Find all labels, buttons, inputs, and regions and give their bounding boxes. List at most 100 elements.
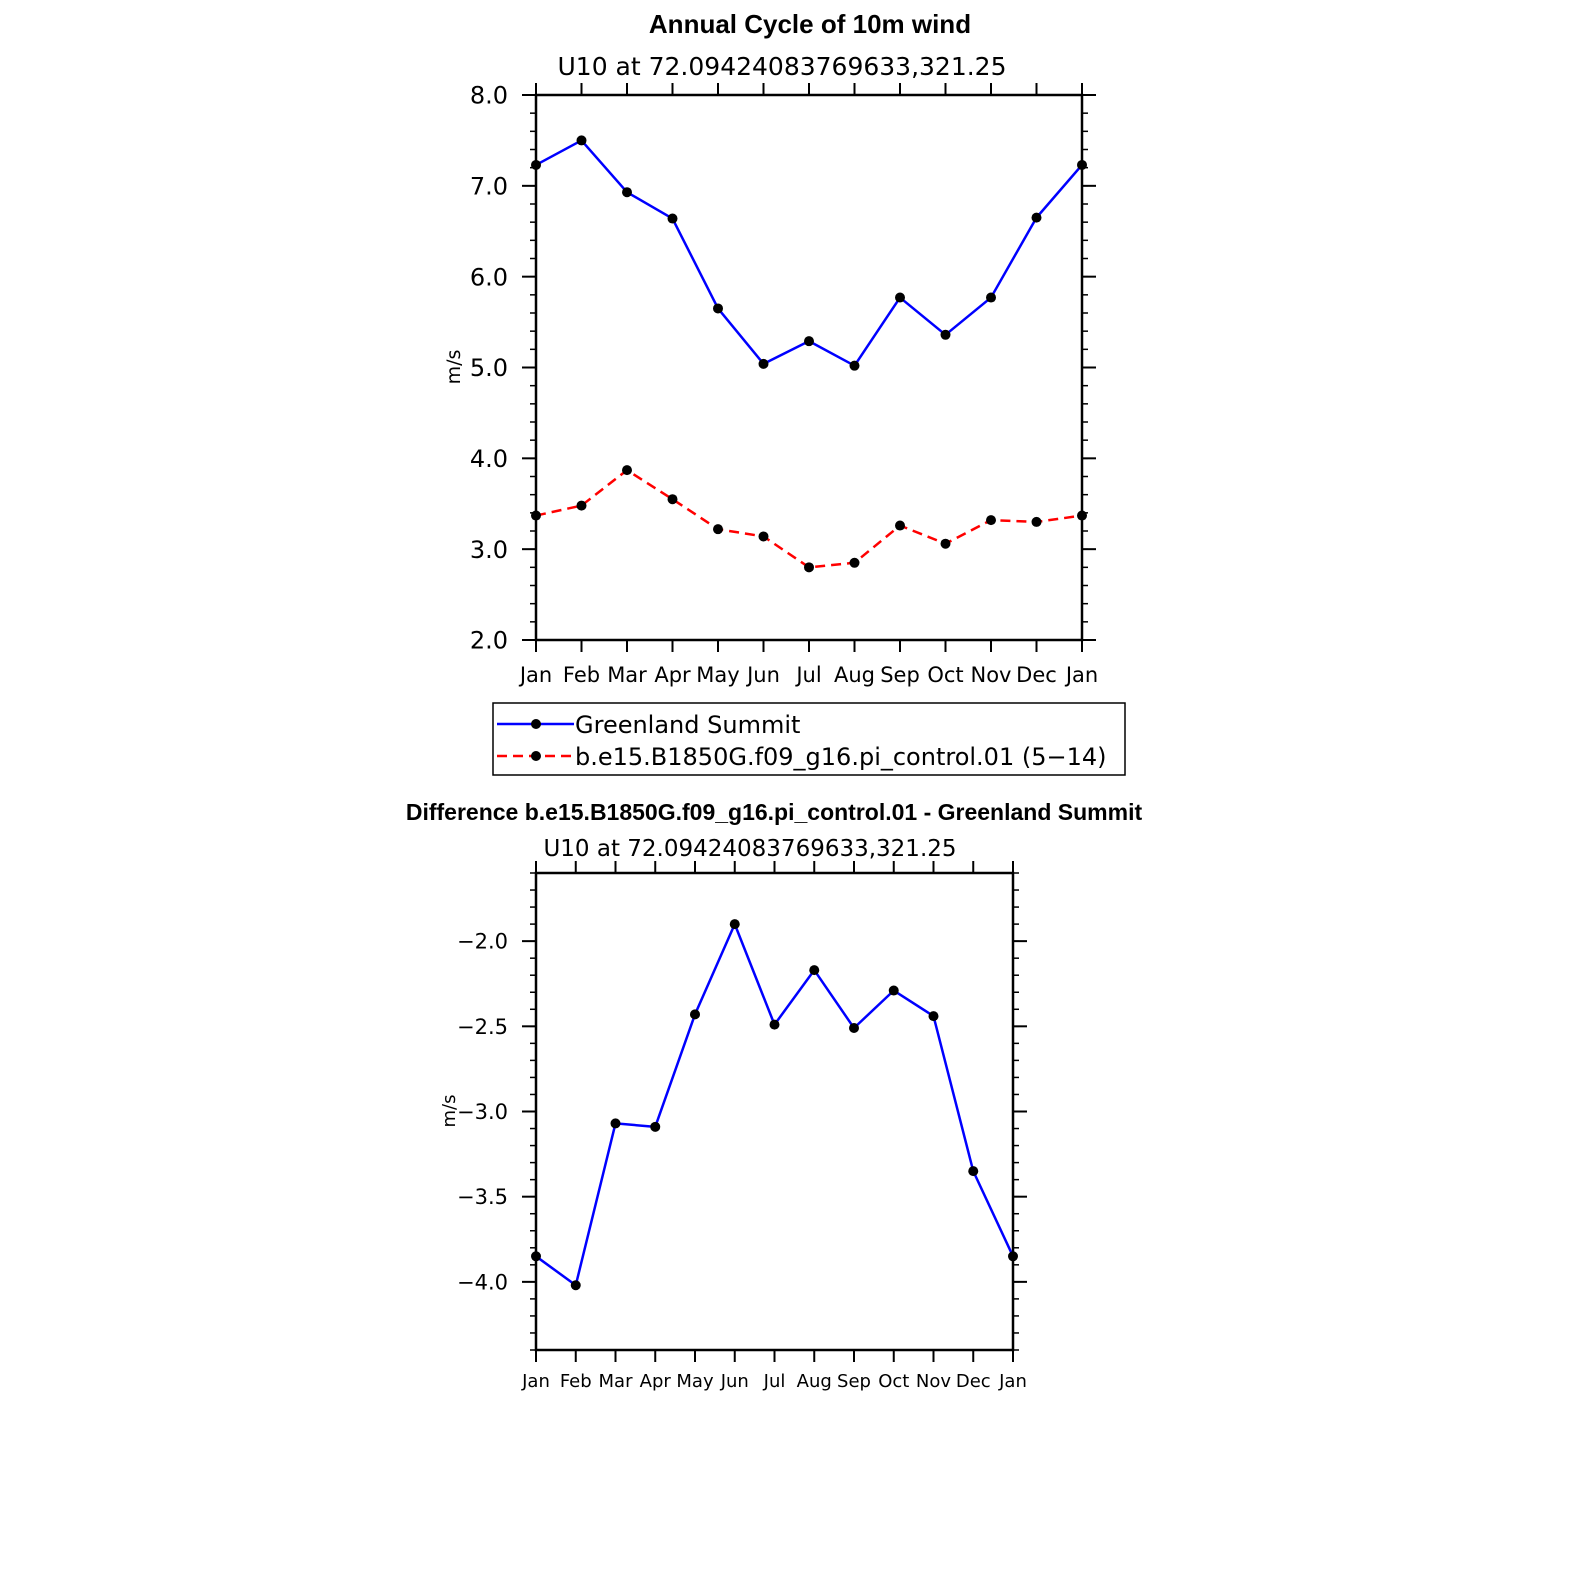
data-point — [986, 292, 996, 303]
data-point — [986, 515, 996, 526]
x-tick-label: Oct — [878, 1371, 909, 1392]
data-point — [928, 1011, 939, 1022]
y-tick-label: 6.0 — [470, 263, 508, 291]
data-point — [576, 135, 587, 146]
data-point — [713, 303, 723, 314]
y-axis-label: m/s — [443, 350, 465, 385]
data-point — [531, 159, 541, 170]
series-line — [535, 922, 1015, 1287]
x-tick-label: Jan — [998, 1371, 1027, 1392]
x-tick-label: Mar — [607, 663, 647, 687]
legend-label-model: b.e15.B1850G.f09_g16.pi_control.01 (5−14… — [575, 743, 1107, 771]
x-tick-label: Dec — [1016, 663, 1057, 687]
data-point — [758, 531, 769, 542]
x-tick-label: May — [676, 1371, 714, 1392]
data-point — [1077, 159, 1087, 170]
data-point — [1031, 212, 1042, 223]
data-point — [804, 562, 814, 573]
series-line — [535, 468, 1083, 569]
data-point — [895, 292, 905, 303]
y-tick-label: 4.0 — [470, 445, 508, 473]
x-tick-label: May — [696, 663, 739, 687]
data-point — [576, 500, 587, 511]
chart-title: Annual Cycle of 10m wind — [649, 9, 971, 39]
data-point — [849, 1023, 859, 1034]
data-point — [570, 1280, 581, 1291]
difference-panel: Difference b.e15.B1850G.f09_g16.pi_contr… — [406, 799, 1143, 1392]
data-point — [968, 1166, 979, 1177]
series-line — [535, 139, 1083, 367]
x-tick-label: Aug — [834, 663, 875, 687]
x-tick-label: Sep — [837, 1371, 871, 1392]
y-tick-label: −2.0 — [457, 930, 508, 954]
x-tick-label: Nov — [916, 1371, 951, 1392]
y-tick-label: 5.0 — [470, 354, 508, 382]
x-tick-label: Jun — [720, 1371, 749, 1392]
x-tick-label: Sep — [880, 663, 920, 687]
data-point — [667, 213, 678, 224]
y-tick-label: 2.0 — [470, 627, 508, 655]
data-point — [610, 1118, 621, 1129]
data-point — [849, 557, 860, 568]
x-tick-label: Aug — [797, 1371, 832, 1392]
legend-box — [492, 702, 1126, 776]
x-tick-label: Nov — [971, 663, 1012, 687]
x-tick-label: Mar — [599, 1371, 634, 1392]
x-tick-label: Feb — [560, 1371, 592, 1392]
plot-series — [531, 919, 1018, 1291]
x-tick-label: Jul — [763, 1371, 786, 1392]
y-tick-label: −2.5 — [457, 1015, 508, 1039]
chart-title: Difference b.e15.B1850G.f09_g16.pi_contr… — [406, 799, 1143, 825]
data-point — [713, 524, 723, 535]
x-tick-label: Jan — [518, 663, 552, 687]
data-point — [531, 1251, 541, 1262]
data-point — [758, 358, 769, 369]
data-point — [729, 919, 740, 930]
legend-label-greenland: Greenland Summit — [575, 711, 800, 739]
plot-axes: Jan Feb Mar Apr May Jun Jul Aug Sep Oct Nov Dec Jan −… — [457, 861, 1027, 1392]
data-point — [1031, 516, 1042, 527]
plot-frame — [534, 871, 1015, 1352]
data-point — [1008, 1251, 1018, 1262]
y-tick-label: −3.0 — [457, 1100, 508, 1124]
data-point — [622, 465, 632, 476]
data-point — [940, 329, 951, 340]
data-point — [888, 985, 899, 996]
annual-cycle-panel: Annual Cycle of 10m wind U10 at 72.09424… — [443, 9, 1098, 687]
x-tick-label: Jun — [745, 663, 780, 687]
data-point — [769, 1019, 780, 1030]
data-point — [690, 1009, 700, 1020]
legend: Greenland Summit b.e15.B1850G.f09_g16.pi… — [492, 702, 1126, 776]
y-tick-label: −3.5 — [457, 1185, 508, 1209]
x-tick-label: Dec — [956, 1371, 991, 1392]
x-tick-label: Feb — [563, 663, 600, 687]
y-axis-label: m/s — [439, 1095, 460, 1128]
data-point — [531, 510, 541, 521]
data-point — [804, 336, 814, 347]
plot-axes: Jan Feb Mar Apr May Jun Jul Aug Sep Oct Nov Dec Jan 2… — [470, 82, 1098, 687]
chart-subtitle: U10 at 72.09424083769633,321.25 — [558, 52, 1007, 81]
x-tick-label: Apr — [640, 1371, 672, 1392]
plot-series — [531, 135, 1087, 573]
x-tick-label: Jan — [1064, 663, 1098, 687]
y-tick-label: 8.0 — [470, 82, 508, 110]
data-point — [667, 494, 678, 505]
chart-subtitle: U10 at 72.09424083769633,321.25 — [543, 836, 956, 862]
data-point — [940, 538, 951, 549]
y-tick-label: −4.0 — [457, 1270, 508, 1294]
data-point — [650, 1121, 661, 1132]
data-point — [809, 965, 820, 976]
x-tick-label: Jul — [794, 663, 821, 687]
data-point — [849, 360, 860, 371]
legend-marker-greenland — [531, 719, 541, 729]
y-tick-label: 7.0 — [470, 172, 508, 200]
x-tick-label: Oct — [927, 663, 963, 687]
y-tick-label: 3.0 — [470, 536, 508, 564]
data-point — [622, 187, 632, 198]
x-tick-label: Apr — [654, 663, 691, 687]
legend-marker-model — [531, 751, 541, 761]
data-point — [1077, 510, 1087, 521]
x-tick-label: Jan — [521, 1371, 550, 1392]
data-point — [895, 520, 905, 531]
